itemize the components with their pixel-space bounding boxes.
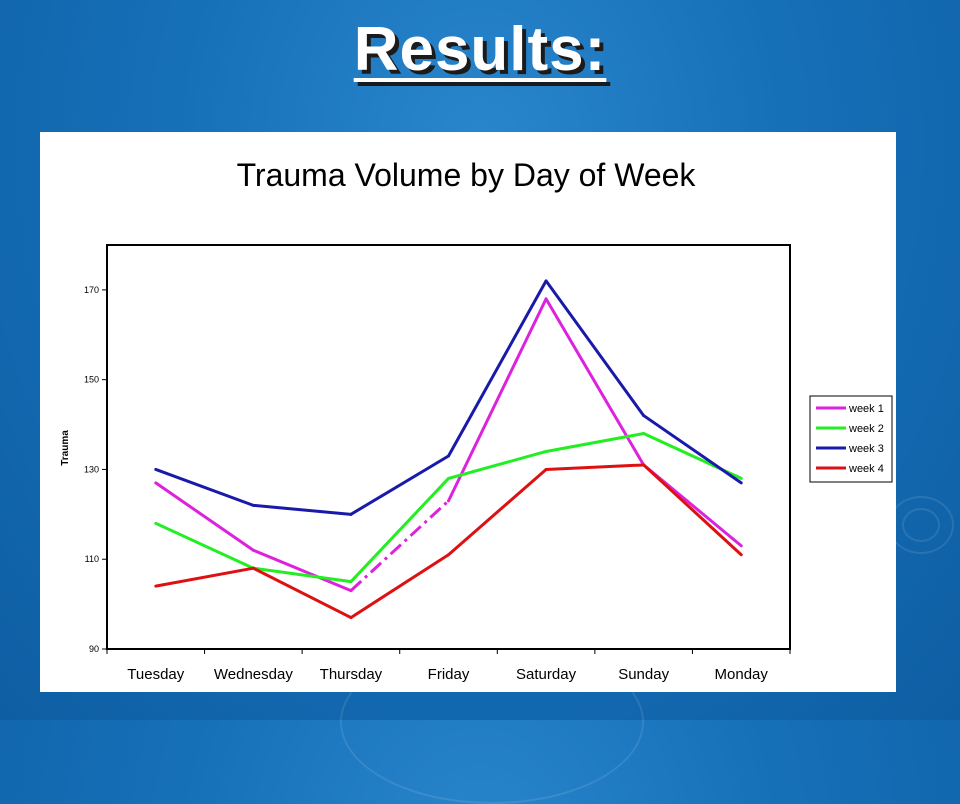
y-axis-label: Trauma (60, 430, 71, 466)
chart-panel: Trauma Volume by Day of Week 90 110 130 150… (40, 132, 896, 692)
series-segment-week-3 (154, 467, 255, 507)
series-lines (154, 279, 743, 620)
series-segment-week-4 (544, 463, 646, 471)
legend-label: week 3 (848, 443, 884, 455)
x-axis-ticks: Tuesday Wednesday Thursday Friday Saturday Su… (106, 649, 791, 683)
y-axis-ticks: 90 110 130 150 170 (84, 285, 107, 654)
series-segment-week-1 (447, 297, 548, 503)
x-tick-label: Friday (428, 666, 470, 683)
series-segment-week-2 (447, 449, 548, 480)
series-segment-week-1 (349, 499, 450, 592)
x-tick-label: Wednesday (214, 666, 293, 683)
x-tick-label: Tuesday (127, 666, 184, 683)
x-tick-label: Monday (715, 666, 769, 683)
y-tick-label: 110 (85, 554, 99, 564)
series-segment-week-3 (642, 414, 743, 485)
series-segment-week-4 (251, 566, 353, 620)
series-segment-week-2 (349, 476, 450, 584)
line-chart: Trauma Volume by Day of Week 90 110 130 150… (60, 157, 893, 683)
legend-label: week 4 (848, 463, 884, 475)
series-segment-week-3 (349, 454, 450, 516)
series-segment-week-1 (251, 548, 353, 593)
series-segment-week-4 (642, 463, 743, 557)
series-segment-week-3 (251, 503, 353, 516)
y-tick-label: 170 (84, 285, 99, 295)
series-segment-week-2 (251, 566, 353, 584)
series-segment-week-4 (154, 566, 255, 588)
series-segment-week-4 (447, 467, 548, 557)
chart-title: Trauma Volume by Day of Week (237, 157, 697, 193)
series-segment-week-4 (349, 553, 450, 620)
x-tick-label: Sunday (618, 666, 669, 683)
series-segment-week-3 (447, 279, 548, 458)
slide-title: Results: (0, 14, 960, 85)
y-tick-label: 130 (84, 464, 99, 474)
series-segment-week-3 (544, 279, 646, 418)
ripple-decoration (888, 496, 954, 554)
y-tick-label: 150 (84, 375, 99, 385)
legend-label: week 1 (848, 403, 884, 415)
y-tick-label: 90 (89, 644, 99, 654)
x-tick-label: Thursday (320, 666, 383, 683)
series-segment-week-2 (544, 432, 646, 453)
series-segment-week-1 (154, 481, 255, 552)
x-tick-label: Saturday (516, 666, 577, 683)
legend: week 1 week 2 week 3 week 4 (809, 395, 893, 483)
series-segment-week-2 (154, 521, 255, 570)
legend-label: week 2 (848, 423, 884, 435)
slide-title-text: Results: (353, 15, 607, 84)
